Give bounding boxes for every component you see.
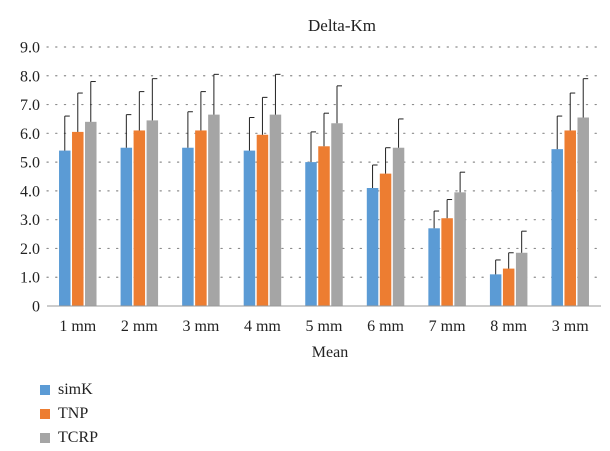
legend-label-tnp: TNP xyxy=(58,405,89,422)
x-tick-label: 3 mm xyxy=(182,318,219,335)
x-axis-ticks: 1 mm 2 mm 3 mm 4 mm 5 mm 6 mm 7 mm 8 mm 3 mm xyxy=(59,318,589,335)
bars xyxy=(59,114,589,306)
x-tick-label: 2 mm xyxy=(121,318,158,335)
bar-tcrp xyxy=(577,117,589,306)
bar-tnp xyxy=(133,130,146,306)
legend-item-tnp: TNP xyxy=(40,402,98,426)
legend-label-simk: simK xyxy=(58,381,93,398)
bar-tcrp xyxy=(515,252,528,306)
y-tick-label: 4.0 xyxy=(20,183,40,200)
legend-item-simk: simK xyxy=(40,378,98,402)
x-tick-label: 4 mm xyxy=(244,318,281,335)
bar-simk xyxy=(489,274,502,306)
x-tick-label: 5 mm xyxy=(306,318,343,335)
y-tick-label: 9.0 xyxy=(20,40,40,57)
y-tick-label: 5.0 xyxy=(20,155,40,172)
legend: simK TNP TCRP xyxy=(40,378,98,450)
x-tick-label: 1 mm xyxy=(59,318,96,335)
y-tick-label: 8.0 xyxy=(20,68,40,85)
y-tick-label: 1.0 xyxy=(20,270,40,287)
bar-tnp xyxy=(441,218,453,306)
bar-simk xyxy=(551,149,563,306)
chart-title: Delta-Km xyxy=(308,16,376,35)
y-tick-label: 3.0 xyxy=(20,212,40,229)
legend-swatch-tcrp xyxy=(40,433,50,443)
error-bars xyxy=(64,73,589,275)
bar-tnp xyxy=(72,131,84,306)
bar-simk xyxy=(59,150,71,306)
bar-tcrp xyxy=(208,114,220,306)
x-tick-label: 8 mm xyxy=(490,318,527,335)
bar-tnp xyxy=(256,134,269,306)
bar-tnp xyxy=(502,268,515,306)
bar-tcrp xyxy=(331,123,343,306)
bar-simk xyxy=(182,147,194,306)
x-tick-label: 3 mm xyxy=(552,318,589,335)
bar-tcrp xyxy=(85,121,97,306)
bar-tnp xyxy=(318,146,330,306)
y-axis-ticks: 0 1.0 2.0 3.0 4.0 5.0 6.0 7.0 8.0 9.0 xyxy=(20,40,40,316)
x-axis-title: Mean xyxy=(312,344,348,361)
x-tick-label: 6 mm xyxy=(367,318,404,335)
legend-swatch-tnp xyxy=(40,409,50,419)
bar-simk xyxy=(243,150,256,306)
bar-tcrp xyxy=(392,147,405,306)
y-tick-label: 0 xyxy=(32,299,40,316)
x-tick-label: 7 mm xyxy=(429,318,466,335)
bar-simk xyxy=(305,162,317,306)
bar-tcrp xyxy=(269,114,282,306)
bar-tnp xyxy=(564,130,576,306)
bar-simk xyxy=(428,228,440,306)
bar-tcrp xyxy=(454,192,466,306)
bar-tcrp xyxy=(146,120,159,306)
bar-simk xyxy=(120,147,133,306)
bar-simk xyxy=(366,188,379,306)
legend-item-tcrp: TCRP xyxy=(40,426,98,450)
y-tick-label: 7.0 xyxy=(20,97,40,114)
legend-label-tcrp: TCRP xyxy=(58,429,99,446)
bar-tnp xyxy=(195,130,207,306)
y-tick-label: 6.0 xyxy=(20,126,40,143)
legend-swatch-simk xyxy=(40,385,50,395)
bar-tnp xyxy=(379,173,392,306)
y-tick-label: 2.0 xyxy=(20,241,40,258)
